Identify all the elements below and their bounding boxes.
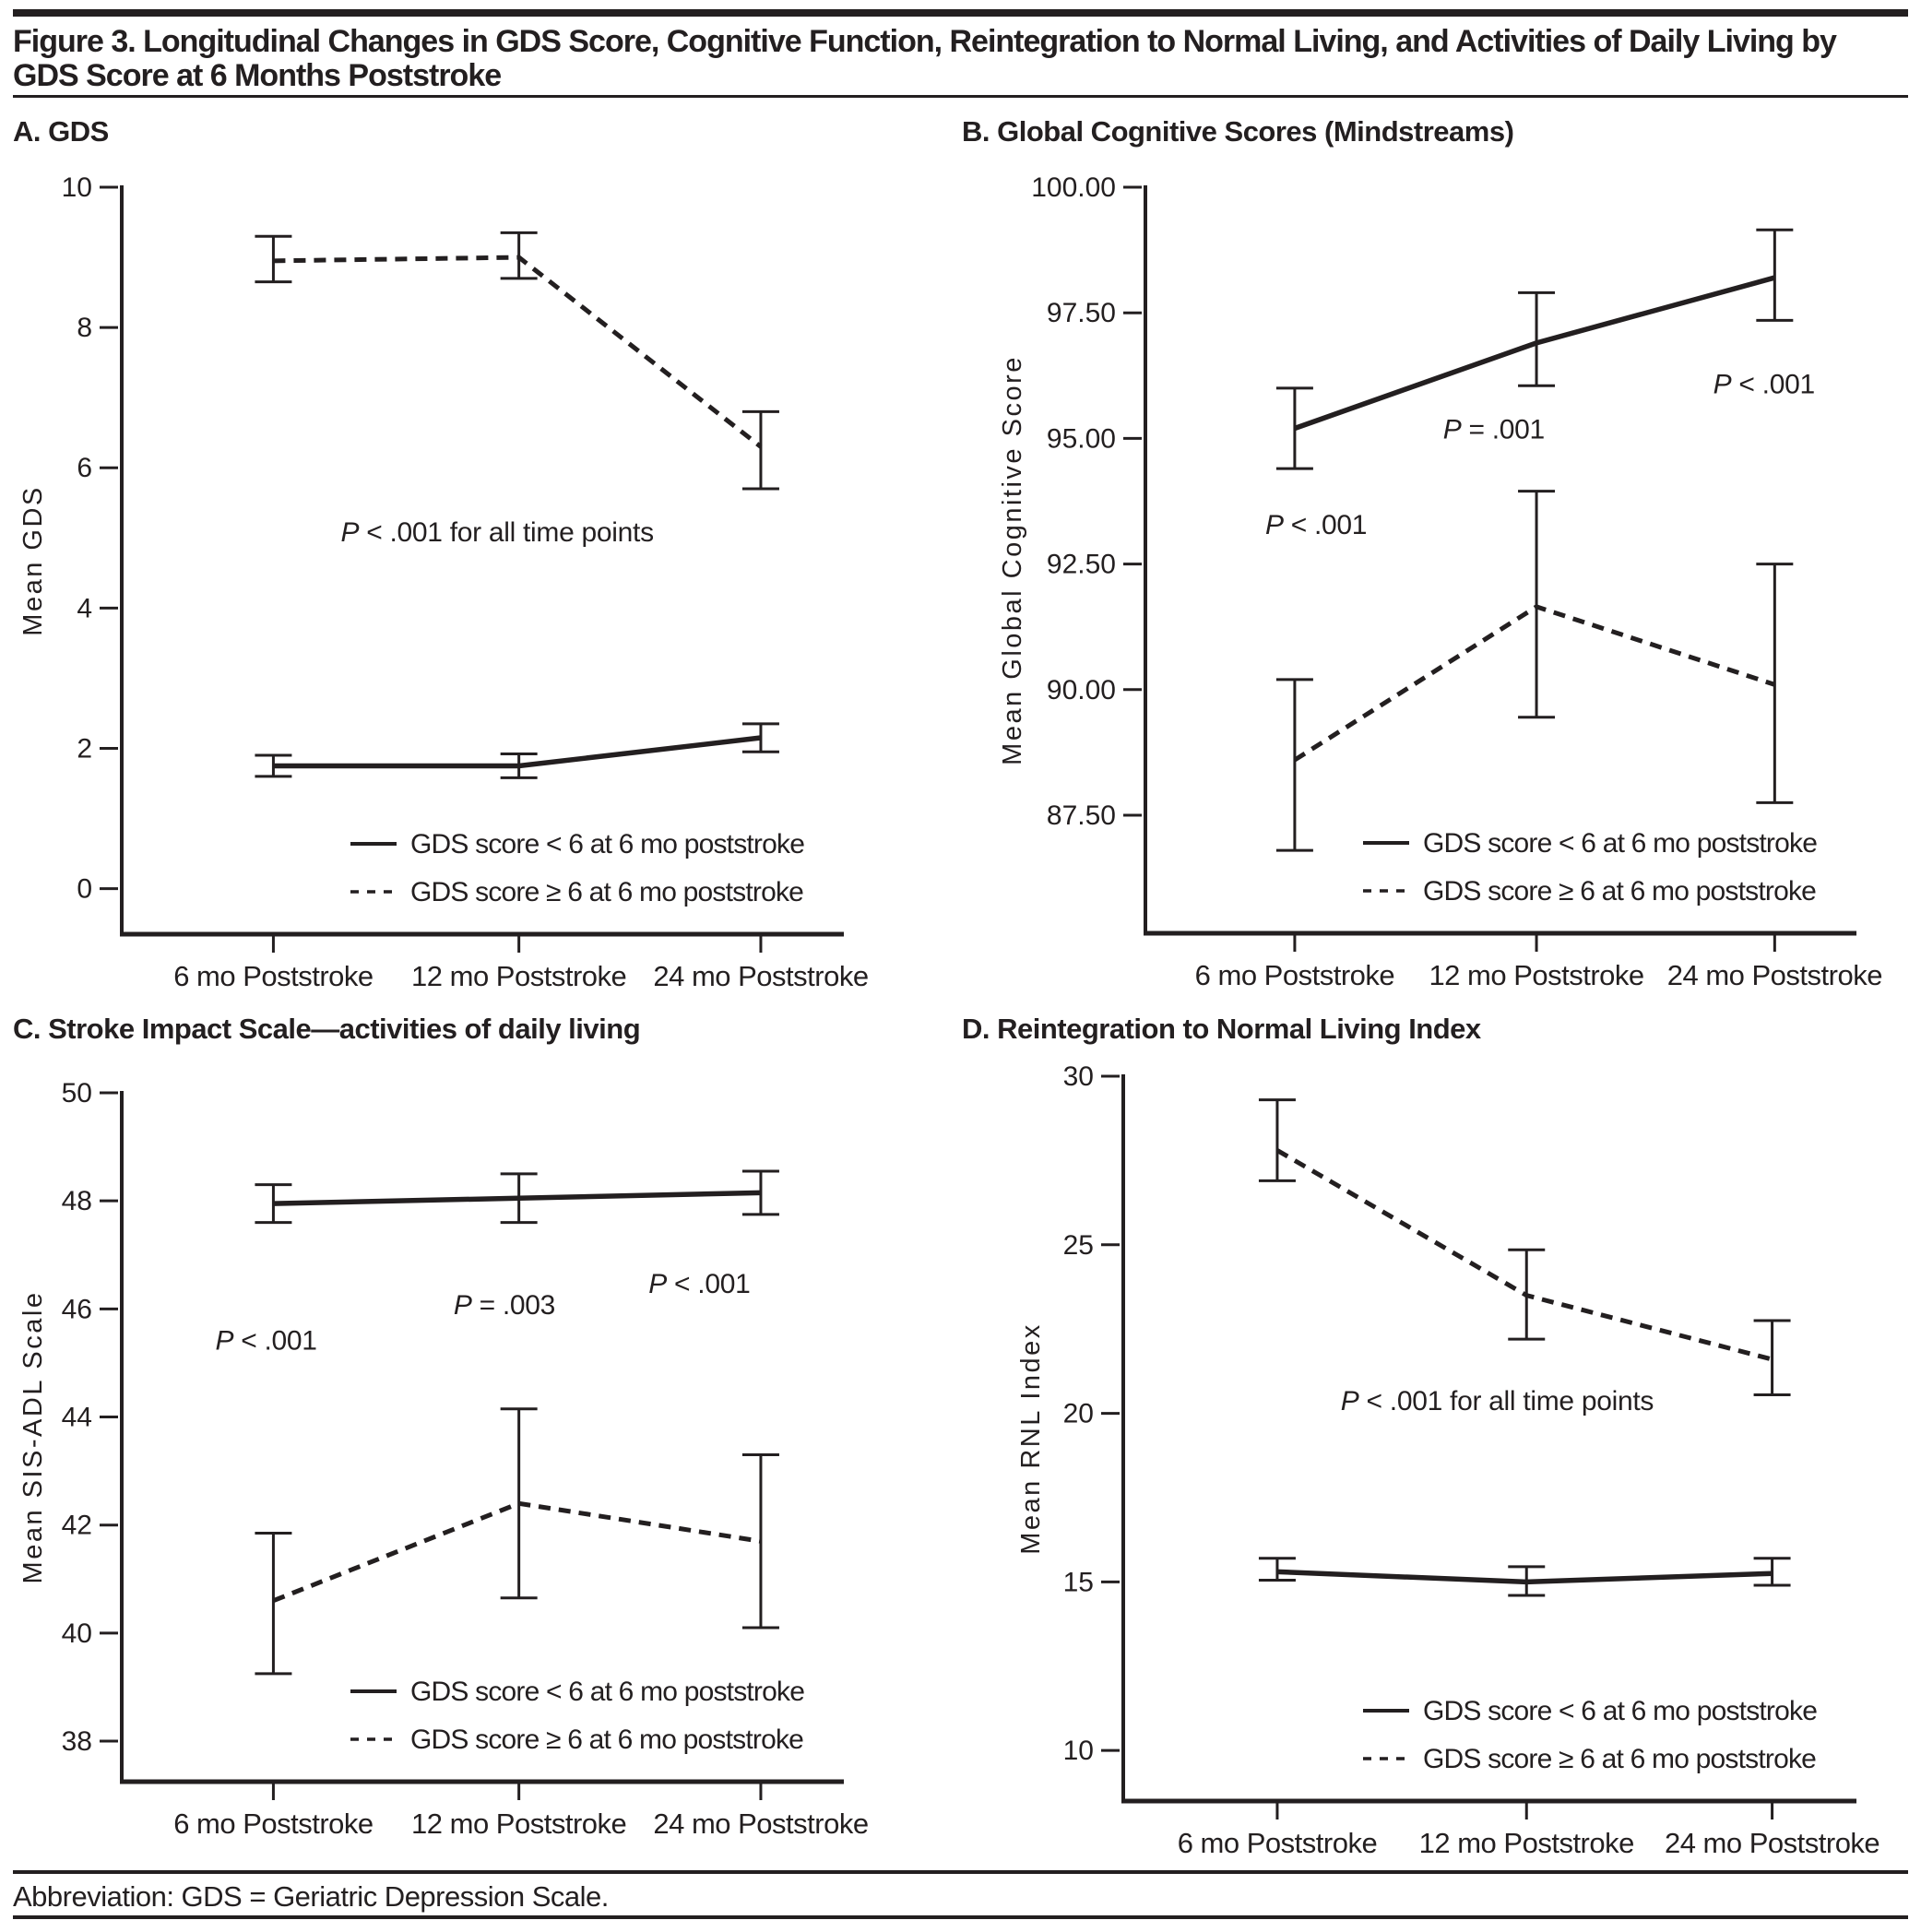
legend-label-solid: GDS score < 6 at 6 mo poststroke (410, 1677, 804, 1707)
y-tick-label: 87.50 (1047, 800, 1116, 831)
x-category-label: 12 mo Poststroke (411, 960, 626, 992)
legend-label-dashed: GDS score ≥ 6 at 6 mo poststroke (410, 1725, 803, 1755)
panel-b-cognitive-chart: B. Global Cognitive Scores (Mindstreams)… (962, 115, 1882, 991)
p-value-annotation: P = .003 (454, 1290, 555, 1321)
p-value-annotation: P < .001 (215, 1325, 316, 1356)
series-line-dashed (273, 255, 763, 449)
y-axis-label: Mean RNL Index (1016, 1322, 1046, 1555)
y-tick-label: 42 (62, 1511, 92, 1541)
p-value-annotation: P < .001 (1265, 510, 1367, 540)
y-tick-label: 46 (62, 1294, 92, 1324)
y-tick-label: 25 (1063, 1230, 1094, 1261)
y-tick-label: 4 (77, 593, 92, 623)
y-tick-label: 2 (77, 733, 92, 764)
y-tick-label: 30 (1063, 1061, 1094, 1092)
x-category-label: 24 mo Poststroke (1667, 959, 1882, 991)
x-category-label: 24 mo Poststroke (653, 1808, 868, 1840)
y-tick-label: 0 (77, 874, 92, 905)
y-tick-label: 15 (1063, 1567, 1094, 1597)
panel-c-sis-adl-chart: C. Stroke Impact Scale—activities of dai… (13, 1013, 869, 1840)
x-category-label: 6 mo Poststroke (1195, 959, 1394, 991)
series-line-dashed (1275, 1148, 1773, 1362)
p-value-annotation: P < .001 (1713, 369, 1815, 399)
panel-title: C. Stroke Impact Scale—activities of dai… (13, 1013, 640, 1045)
panel-a-gds-chart: A. GDS Mean GDS 10 8 6 4 2 0 6 mo Poststroke 12 m… (13, 115, 869, 992)
x-category-label: 24 mo Poststroke (1665, 1827, 1879, 1859)
y-tick-label: 8 (77, 313, 92, 343)
legend-label-solid: GDS score < 6 at 6 mo poststroke (1423, 1696, 1817, 1726)
x-category-label: 12 mo Poststroke (411, 1808, 626, 1840)
title-rule (13, 95, 1908, 98)
y-tick-label: 38 (62, 1726, 92, 1757)
y-tick-label: 6 (77, 453, 92, 483)
legend-label-dashed: GDS score ≥ 6 at 6 mo poststroke (1423, 876, 1816, 907)
y-tick-label: 40 (62, 1618, 92, 1649)
x-category-label: 6 mo Poststroke (1178, 1827, 1377, 1859)
x-category-label: 6 mo Poststroke (173, 960, 373, 992)
p-value-annotation: P < .001 for all time points (1341, 1386, 1654, 1416)
series-line-solid (1276, 1569, 1773, 1585)
panel-title: B. Global Cognitive Scores (Mindstreams) (962, 115, 1513, 148)
y-tick-label: 100.00 (1031, 172, 1116, 203)
p-value-annotation: P < .001 for all time points (341, 517, 654, 548)
figure-title: Figure 3. Longitudinal Changes in GDS Sc… (13, 24, 1837, 93)
y-tick-label: 50 (62, 1078, 92, 1108)
x-category-label: 24 mo Poststroke (653, 960, 868, 992)
panel-d-rnl-chart: D. Reintegration to Normal Living Index M… (962, 1013, 1880, 1859)
x-category-label: 12 mo Poststroke (1429, 959, 1643, 991)
abbreviation-note: Abbreviation: GDS = Geriatric Depression… (13, 1880, 609, 1913)
y-tick-label: 92.50 (1047, 550, 1116, 580)
p-value-annotation: P = .001 (1443, 414, 1545, 444)
y-tick-label: 44 (62, 1403, 92, 1433)
x-category-label: 12 mo Poststroke (1419, 1827, 1634, 1859)
y-tick-label: 95.00 (1047, 423, 1116, 454)
series-line-dashed (272, 1500, 762, 1604)
y-tick-label: 10 (62, 172, 92, 203)
x-category-label: 6 mo Poststroke (173, 1808, 373, 1840)
legend-label-solid: GDS score < 6 at 6 mo poststroke (410, 829, 804, 859)
y-tick-label: 48 (62, 1186, 92, 1216)
footnote-rule-bottom (13, 1915, 1908, 1919)
series-line-solid (273, 1190, 762, 1206)
y-axis-label: Mean Global Cognitive Score (998, 355, 1027, 765)
series-line-solid (273, 735, 762, 769)
y-axis-label: Mean SIS-ADL Scale (18, 1291, 48, 1584)
y-tick-label: 20 (1063, 1399, 1094, 1429)
y-tick-label: 90.00 (1047, 675, 1116, 705)
top-rule-thick (13, 9, 1908, 17)
y-tick-label: 97.50 (1047, 298, 1116, 328)
footnote-rule-top (13, 1870, 1908, 1874)
y-tick-label: 10 (1063, 1736, 1094, 1766)
y-axis-label: Mean GDS (18, 485, 48, 635)
panel-title: D. Reintegration to Normal Living Index (962, 1013, 1482, 1045)
p-value-annotation: P < .001 (648, 1269, 750, 1299)
panel-title: A. GDS (13, 115, 109, 148)
legend-label-dashed: GDS score ≥ 6 at 6 mo poststroke (1423, 1744, 1816, 1774)
legend-label-dashed: GDS score ≥ 6 at 6 mo poststroke (410, 877, 803, 907)
series-line-dashed (1293, 604, 1776, 763)
legend-label-solid: GDS score < 6 at 6 mo poststroke (1423, 828, 1817, 859)
series-line-solid (1293, 275, 1776, 432)
